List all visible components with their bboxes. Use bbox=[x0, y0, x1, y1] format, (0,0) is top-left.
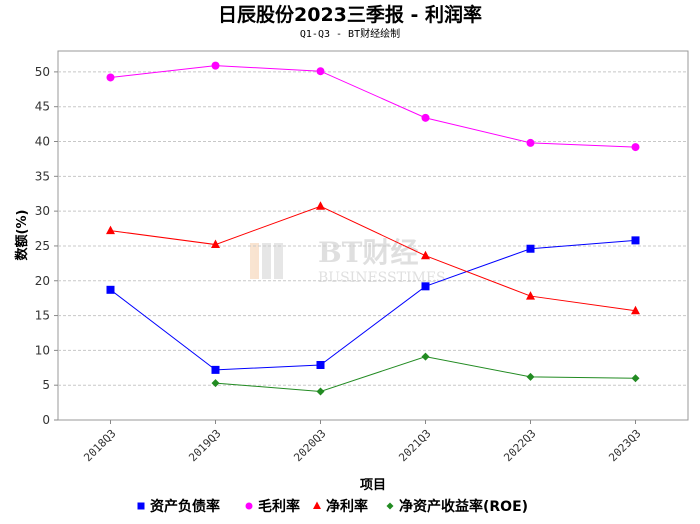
series-line bbox=[110, 65, 636, 148]
y-tick-label: 50 bbox=[35, 65, 50, 79]
data-point bbox=[316, 360, 325, 369]
data-point bbox=[106, 285, 115, 294]
data-point bbox=[421, 113, 430, 122]
data-point bbox=[211, 379, 220, 388]
y-tick-label: 25 bbox=[35, 239, 50, 253]
x-tick-label: 2018Q3 bbox=[81, 427, 118, 464]
data-point bbox=[526, 372, 535, 381]
y-tick-label: 40 bbox=[35, 135, 50, 149]
legend-marker bbox=[313, 501, 321, 509]
data-point bbox=[211, 61, 220, 70]
data-point bbox=[631, 143, 640, 152]
series-layer bbox=[106, 61, 640, 396]
plot-area bbox=[57, 50, 689, 421]
legend-label: 净资产收益率(ROE) bbox=[399, 498, 528, 515]
data-point bbox=[631, 374, 640, 383]
y-tick-label: 15 bbox=[35, 309, 50, 323]
series-4 bbox=[211, 352, 640, 396]
series-3 bbox=[106, 201, 640, 315]
watermark-main: BT财经 bbox=[318, 236, 419, 269]
x-tick-label: 2021Q3 bbox=[396, 427, 433, 464]
legend-label: 资产负债率 bbox=[150, 498, 220, 515]
data-point bbox=[211, 365, 220, 374]
watermark: BT财经 BUSINESSTIMES bbox=[250, 236, 446, 286]
legend-item: 资产负债率 bbox=[137, 498, 220, 515]
x-tick-label: 2023Q3 bbox=[606, 427, 643, 464]
series-1 bbox=[106, 236, 640, 374]
legend: 资产负债率 毛利率 净利率 净资产收益率(ROE) bbox=[137, 498, 528, 515]
y-tick-label: 35 bbox=[35, 169, 50, 183]
series-line bbox=[110, 239, 636, 371]
data-point bbox=[421, 352, 430, 361]
gridlines bbox=[58, 71, 688, 386]
data-point bbox=[421, 282, 430, 291]
chart-title: 日辰股份2023三季报 - 利润率 bbox=[218, 3, 482, 26]
legend-label: 毛利率 bbox=[258, 498, 300, 515]
data-point bbox=[316, 201, 325, 210]
x-tick-label: 2022Q3 bbox=[501, 427, 538, 464]
legend-item: 毛利率 bbox=[245, 498, 300, 515]
legend-marker bbox=[245, 502, 253, 510]
data-point bbox=[526, 291, 535, 300]
legend-item: 净资产收益率(ROE) bbox=[386, 498, 528, 515]
series-2 bbox=[106, 61, 640, 152]
watermark-logo-bar bbox=[250, 243, 259, 279]
legend-marker bbox=[137, 502, 145, 510]
x-axis: 2018Q3 2019Q3 2020Q3 2021Q3 2022Q3 2023Q3 bbox=[81, 420, 644, 464]
watermark-sub: BUSINESSTIMES bbox=[318, 270, 446, 286]
y-tick-label: 10 bbox=[35, 343, 50, 357]
y-tick-label: 5 bbox=[42, 378, 50, 392]
legend-label: 净利率 bbox=[326, 498, 368, 515]
watermark-logo-bar bbox=[274, 243, 283, 279]
data-point bbox=[421, 250, 430, 260]
legend-item: 净利率 bbox=[313, 498, 368, 515]
data-point bbox=[631, 236, 640, 245]
y-axis-label: 数额(%) bbox=[14, 210, 30, 261]
data-point bbox=[211, 239, 220, 249]
data-point bbox=[316, 67, 325, 76]
data-point bbox=[106, 225, 115, 235]
y-tick-label: 20 bbox=[35, 274, 50, 288]
series-line bbox=[110, 205, 636, 312]
chart-subtitle: Q1-Q3 - BT财经绘制 bbox=[300, 27, 400, 40]
y-tick-label: 0 bbox=[42, 413, 50, 427]
data-point bbox=[106, 73, 115, 82]
y-axis: 0 5 10 15 20 25 30 35 40 45 50 bbox=[35, 65, 58, 427]
data-point bbox=[526, 138, 535, 147]
data-point bbox=[631, 305, 640, 315]
data-point bbox=[526, 244, 535, 253]
watermark-logo-bar bbox=[262, 243, 271, 279]
data-point bbox=[316, 387, 325, 396]
legend-marker bbox=[386, 502, 394, 510]
x-axis-label: 项目 bbox=[360, 478, 386, 493]
x-tick-label: 2020Q3 bbox=[291, 427, 328, 464]
y-tick-label: 30 bbox=[35, 204, 50, 218]
x-tick-label: 2019Q3 bbox=[186, 427, 223, 464]
y-tick-label: 45 bbox=[35, 100, 50, 114]
